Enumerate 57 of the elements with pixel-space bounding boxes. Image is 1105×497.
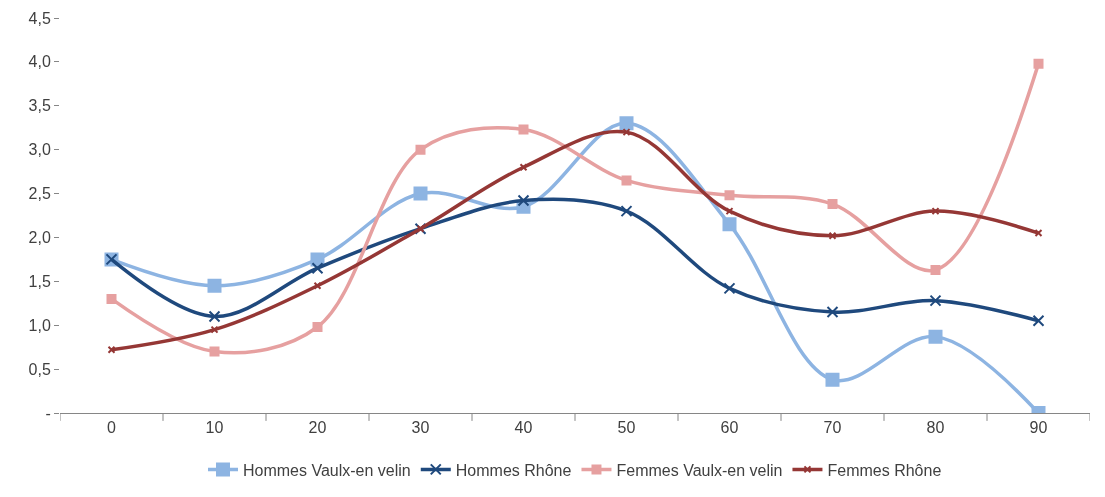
point xyxy=(518,124,529,135)
point xyxy=(1032,314,1045,327)
point xyxy=(207,278,222,293)
point xyxy=(210,325,219,334)
point xyxy=(828,231,837,240)
y-tick-label: 2,5 xyxy=(28,185,51,203)
y-tick-label: 2,0 xyxy=(28,229,51,247)
point xyxy=(310,252,325,267)
legend-label: Femmes Rhône xyxy=(827,461,942,479)
point xyxy=(622,128,631,137)
point xyxy=(826,306,839,319)
x-tick-label: 10 xyxy=(205,419,224,437)
point xyxy=(930,264,941,275)
x-tick-label: 70 xyxy=(823,419,842,437)
y-tick-label: 1,0 xyxy=(28,316,51,334)
point xyxy=(312,321,323,332)
y-tick-label: 3,5 xyxy=(28,97,51,115)
x-tick-label: 0 xyxy=(107,419,117,437)
point xyxy=(929,294,942,307)
point xyxy=(722,217,737,232)
point xyxy=(621,175,632,186)
y-tick-label: - xyxy=(45,404,51,422)
point xyxy=(208,310,221,323)
y-tick-label: 4,5 xyxy=(28,9,51,27)
point xyxy=(825,372,840,387)
point xyxy=(723,282,736,295)
point xyxy=(311,262,324,275)
legend-label: Hommes Vaulx-en velin xyxy=(243,461,411,479)
point xyxy=(725,207,734,216)
legend-label: Hommes Rhône xyxy=(455,461,572,479)
y-tick-label: 1,5 xyxy=(28,272,51,290)
point xyxy=(106,293,117,304)
point xyxy=(931,207,940,216)
x-tick-label: 90 xyxy=(1029,419,1048,437)
y-tick-label: 3,0 xyxy=(28,141,51,159)
point xyxy=(517,194,530,207)
point xyxy=(620,205,633,218)
x-tick-label: 40 xyxy=(514,419,533,437)
y-tick-label: 0,5 xyxy=(28,360,51,378)
point xyxy=(619,116,634,131)
point xyxy=(313,281,322,290)
point xyxy=(107,345,116,354)
y-tick-label: 4,0 xyxy=(28,53,51,71)
x-tick-label: 30 xyxy=(411,419,430,437)
point xyxy=(209,346,220,357)
point xyxy=(827,199,838,210)
x-tick-label: 80 xyxy=(926,419,945,437)
point xyxy=(724,190,735,201)
point xyxy=(519,163,528,172)
point xyxy=(1033,58,1044,69)
point xyxy=(415,144,426,155)
point xyxy=(928,329,943,344)
x-tick-label: 50 xyxy=(617,419,636,437)
x-tick-label: 60 xyxy=(720,419,739,437)
x-tick-label: 20 xyxy=(308,419,327,437)
legend-label: Femmes Vaulx-en velin xyxy=(616,461,783,479)
point xyxy=(413,186,428,201)
